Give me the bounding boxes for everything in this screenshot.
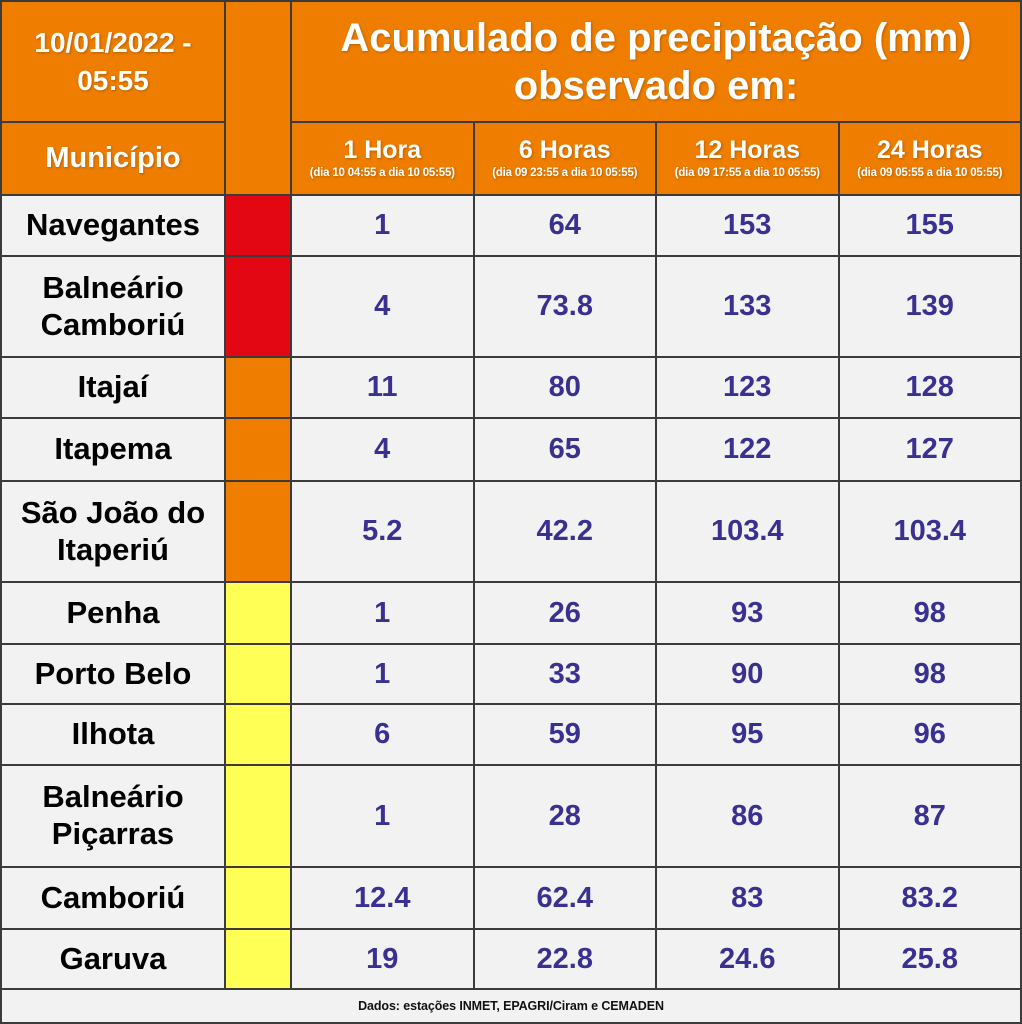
municipality-name: Ilhota [2, 705, 224, 764]
value-cell: 12.4 [292, 868, 473, 928]
value-cell: 6 [292, 705, 473, 764]
value-cell: 11 [292, 358, 473, 417]
municipality-name: Navegantes [2, 196, 224, 255]
alert-level-strip [226, 583, 290, 643]
column-label: 12 Horas [694, 136, 801, 165]
value-cell: 65 [474, 419, 655, 480]
value-cell: 26 [474, 583, 655, 643]
value-cell: 59 [474, 705, 655, 764]
column-label: 24 Horas [876, 136, 983, 165]
value-cell: 123 [657, 358, 838, 417]
value-cell: 1 [292, 583, 473, 643]
value-cell: 98 [839, 583, 1020, 643]
column-period: (dia 09 05:55 a dia 10 05:55) [857, 166, 1003, 179]
data-source-note: Dados: estações INMET, EPAGRI/Ciram e CE… [2, 990, 1020, 1022]
municipality-column-header: Município [2, 123, 224, 194]
value-cell: 83.2 [839, 868, 1020, 928]
alert-level-strip [226, 766, 290, 866]
column-header-12h: 12 Horas (dia 09 17:55 a dia 10 05:55) [657, 123, 838, 194]
value-cell: 139 [839, 257, 1020, 356]
municipality-name: Penha [2, 583, 224, 643]
alert-level-strip [226, 358, 290, 417]
value-cell: 127 [839, 419, 1020, 480]
municipality-name: Balneário Piçarras [2, 766, 224, 866]
value-cell: 1 [292, 766, 473, 866]
alert-level-strip [226, 482, 290, 581]
value-cell: 133 [657, 257, 838, 356]
value-cell: 33 [474, 645, 655, 703]
column-period: (dia 09 23:55 a dia 10 05:55) [492, 166, 638, 179]
value-cell: 19 [292, 930, 473, 988]
value-cell: 103.4 [839, 482, 1020, 581]
value-cell: 98 [839, 645, 1020, 703]
column-header-6h: 6 Horas (dia 09 23:55 a dia 10 05:55) [474, 123, 655, 194]
value-cell: 5.2 [292, 482, 473, 581]
page-title: Acumulado de precipitação (mm) observado… [292, 2, 1020, 121]
value-cell: 90 [657, 645, 838, 703]
municipality-name: São João do Itaperiú [2, 482, 224, 581]
column-header-1h: 1 Hora (dia 10 04:55 a dia 10 05:55) [292, 123, 473, 194]
value-cell: 1 [292, 645, 473, 703]
value-cell: 80 [474, 358, 655, 417]
value-cell: 93 [657, 583, 838, 643]
column-header-24h: 24 Horas (dia 09 05:55 a dia 10 05:55) [839, 123, 1020, 194]
alert-level-strip [226, 257, 290, 356]
alert-level-strip [226, 645, 290, 703]
value-cell: 153 [657, 196, 838, 255]
value-cell: 24.6 [657, 930, 838, 988]
value-cell: 62.4 [474, 868, 655, 928]
alert-level-strip [226, 868, 290, 928]
value-cell: 42.2 [474, 482, 655, 581]
value-cell: 1 [292, 196, 473, 255]
column-period: (dia 09 17:55 a dia 10 05:55) [674, 166, 820, 179]
value-cell: 64 [474, 196, 655, 255]
alert-level-strip [226, 705, 290, 764]
alert-level-strip [226, 419, 290, 480]
value-cell: 155 [839, 196, 1020, 255]
municipality-name: Garuva [2, 930, 224, 988]
value-cell: 22.8 [474, 930, 655, 988]
value-cell: 96 [839, 705, 1020, 764]
value-cell: 86 [657, 766, 838, 866]
value-cell: 128 [839, 358, 1020, 417]
municipality-name: Balneário Camboriú [2, 257, 224, 356]
value-cell: 95 [657, 705, 838, 764]
value-cell: 103.4 [657, 482, 838, 581]
alert-level-column-header [226, 2, 290, 194]
column-period: (dia 10 04:55 a dia 10 05:55) [309, 166, 455, 179]
column-label: 6 Horas [518, 136, 611, 165]
value-cell: 73.8 [474, 257, 655, 356]
value-cell: 87 [839, 766, 1020, 866]
value-cell: 83 [657, 868, 838, 928]
municipality-name: Itajaí [2, 358, 224, 417]
value-cell: 28 [474, 766, 655, 866]
alert-level-strip [226, 930, 290, 988]
municipality-name: Itapema [2, 419, 224, 480]
column-label: 1 Hora [343, 136, 422, 165]
value-cell: 4 [292, 257, 473, 356]
municipality-name: Camboriú [2, 868, 224, 928]
alert-level-strip [226, 196, 290, 255]
value-cell: 4 [292, 419, 473, 480]
value-cell: 25.8 [839, 930, 1020, 988]
municipality-name: Porto Belo [2, 645, 224, 703]
report-datetime: 10/01/2022 - 05:55 [2, 2, 224, 121]
value-cell: 122 [657, 419, 838, 480]
